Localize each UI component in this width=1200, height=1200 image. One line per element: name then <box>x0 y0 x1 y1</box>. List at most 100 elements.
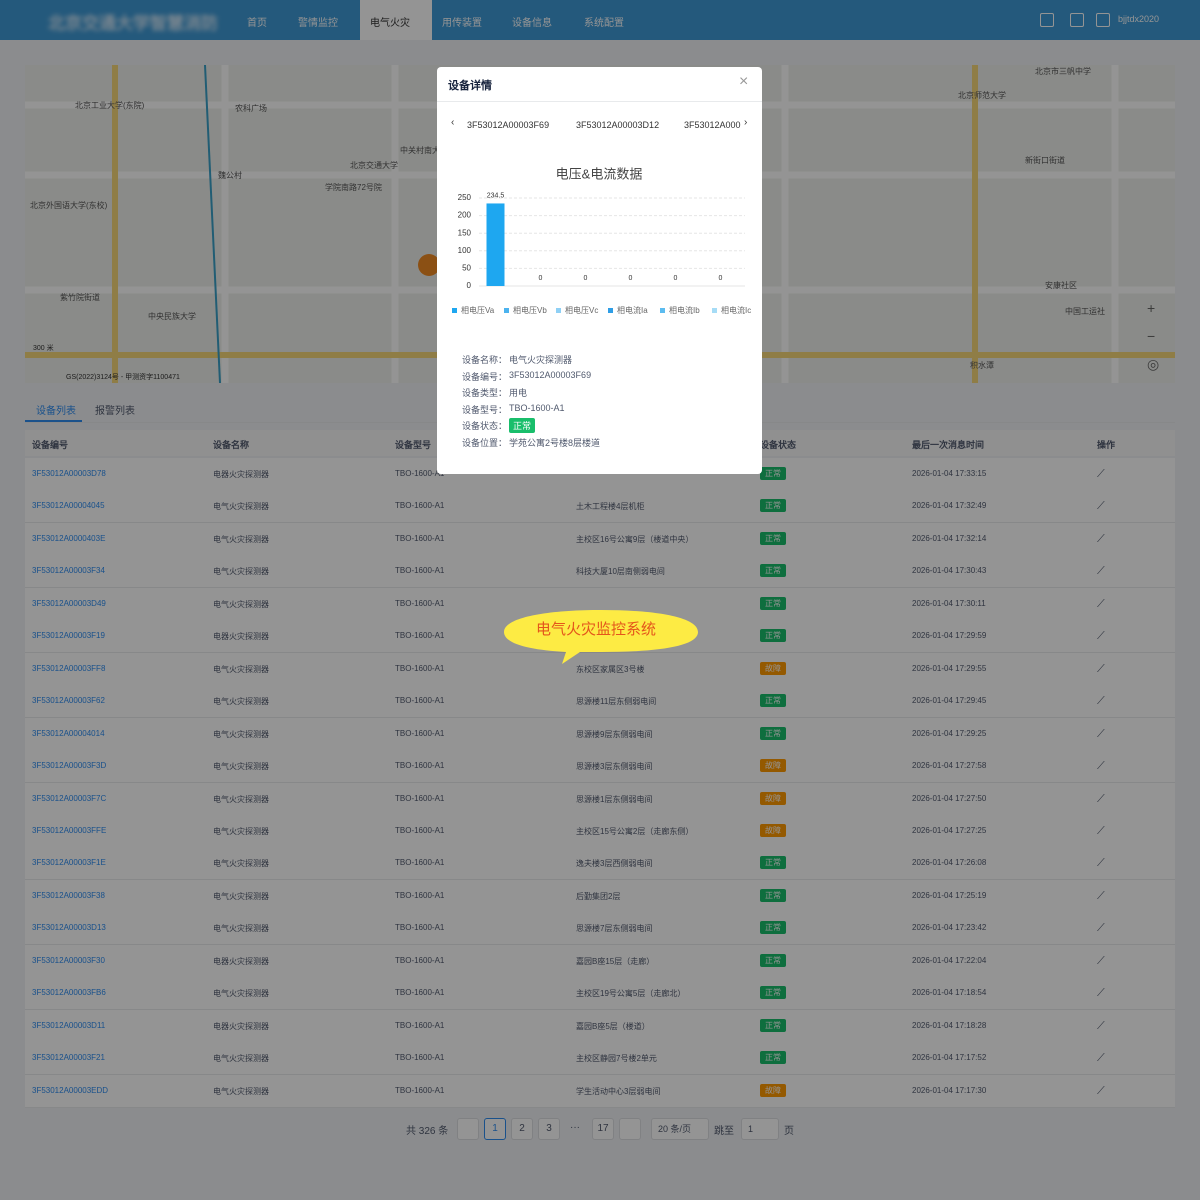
device-id-link[interactable]: 3F53012A00003D78 <box>32 469 106 478</box>
tab[interactable]: 报警列表 <box>95 406 135 417</box>
status-badge: 正常 <box>760 888 786 902</box>
nav-item[interactable]: 系统配置 <box>584 18 624 29</box>
nav-item[interactable]: 电气火灾 <box>370 18 410 29</box>
chart-action-icon[interactable]: ⟋ <box>1097 468 1105 480</box>
value-label: 0 <box>584 275 588 282</box>
device-tab[interactable]: 3F53012A000 <box>684 120 741 130</box>
page-prev[interactable] <box>457 1118 479 1140</box>
map-control[interactable]: − <box>1147 328 1156 344</box>
chart-action-icon[interactable]: ⟋ <box>1097 792 1105 805</box>
map-label: 中央民族大学 <box>148 312 196 321</box>
page-size[interactable]: 20 条/页 <box>651 1118 709 1140</box>
header-icon[interactable] <box>1040 13 1054 27</box>
device-id-link[interactable]: 3F53012A00003F3D <box>32 761 107 771</box>
device-id-link[interactable]: 3F53012A00003F62 <box>32 696 105 706</box>
close-button[interactable]: × <box>739 73 749 90</box>
device-id-link[interactable]: 3F53012A00003FFE <box>32 825 107 835</box>
nav-item[interactable]: 警情监控 <box>298 18 338 29</box>
chart-action-icon[interactable]: ⟋ <box>1097 532 1105 545</box>
page-button[interactable]: ··· <box>570 1122 580 1133</box>
cell: TBO-1600-A1 <box>395 663 445 673</box>
column-header: 设备编号 <box>32 440 69 450</box>
nav-item[interactable]: 设备信息 <box>512 18 552 29</box>
chart-action-icon[interactable]: ⟋ <box>1097 565 1105 578</box>
nav-item[interactable]: 用传装置 <box>442 18 482 29</box>
device-id-link[interactable]: 3F53012A00003F34 <box>32 566 105 576</box>
map-marker[interactable] <box>418 254 440 276</box>
chart-action-icon[interactable]: ⟋ <box>1097 1019 1105 1032</box>
device-id-link[interactable]: 3F53012A00003D11 <box>32 1020 106 1030</box>
chart-action-icon[interactable]: ⟋ <box>1097 727 1105 740</box>
user-name[interactable]: bjjtdx2020 <box>1118 14 1160 24</box>
device-id-link[interactable]: 3F53012A00003F7C <box>32 793 107 803</box>
page-button[interactable]: 1 <box>484 1118 506 1140</box>
device-id-link[interactable]: 3F53012A00003FF8 <box>32 663 106 673</box>
chart-action-icon[interactable]: ⟋ <box>1097 662 1105 675</box>
device-id-link[interactable]: 3F53012A00003EDD <box>32 1085 109 1095</box>
jump-input[interactable]: 1 <box>741 1118 779 1140</box>
device-id-link[interactable]: 3F53012A00004045 <box>32 501 105 511</box>
device-id-link[interactable]: 3F53012A00003F38 <box>32 890 105 900</box>
cell: 2026-01-04 17:29:45 <box>912 696 987 706</box>
cell: 2026-01-04 17:25:19 <box>912 890 987 900</box>
tab-next[interactable]: › <box>744 117 748 128</box>
chart-action-icon[interactable]: ⟋ <box>1097 824 1105 837</box>
chart-action-icon[interactable]: ⟋ <box>1097 500 1105 513</box>
device-tab[interactable]: 3F53012A00003F69 <box>467 120 550 130</box>
chart-action-icon[interactable]: ⟋ <box>1097 760 1105 773</box>
detail-value: 正常 <box>509 418 536 433</box>
tab-prev[interactable]: ‹ <box>451 117 455 128</box>
legend-swatch <box>556 308 561 313</box>
cell: 2026-01-04 17:27:50 <box>912 793 987 803</box>
chart-action-icon[interactable]: ⟋ <box>1097 1052 1105 1065</box>
nav-item[interactable]: 首页 <box>247 18 267 29</box>
chart-action-icon[interactable]: ⟋ <box>1097 857 1105 870</box>
chart-action-icon[interactable]: ⟋ <box>1097 695 1105 708</box>
device-id-link[interactable]: 3F53012A00004014 <box>32 728 105 738</box>
map-scale: 300 米 <box>33 345 54 352</box>
tab[interactable]: 设备列表 <box>36 406 76 417</box>
detail-value: 电气火灾探测器 <box>509 355 573 365</box>
cell: 电气火灾探测器 <box>213 567 269 577</box>
chart-action-icon[interactable]: ⟋ <box>1097 1084 1105 1097</box>
map-label: 学院南路72号院 <box>325 183 382 192</box>
chart-action-icon[interactable]: ⟋ <box>1097 630 1105 643</box>
device-id-link[interactable]: 3F53012A00003D13 <box>32 923 106 933</box>
header-icon[interactable] <box>1070 13 1084 27</box>
map-label: 魏公村 <box>218 171 242 180</box>
page-button[interactable]: 17 <box>592 1118 614 1140</box>
chart-action-icon[interactable]: ⟋ <box>1097 889 1105 902</box>
map-control[interactable]: ◎ <box>1147 356 1160 372</box>
device-tab[interactable]: 3F53012A00003D12 <box>576 120 660 130</box>
cell: TBO-1600-A1 <box>395 858 445 868</box>
page-button[interactable]: 2 <box>511 1118 533 1140</box>
map-control[interactable]: + <box>1147 300 1156 316</box>
cell: 嘉园B座15层（走廊） <box>576 956 655 966</box>
chart-action-icon[interactable]: ⟋ <box>1097 987 1105 1000</box>
device-id-link[interactable]: 3F53012A00003FB6 <box>32 988 106 998</box>
device-id-link[interactable]: 3F53012A00003F30 <box>32 955 105 965</box>
site-title: 北京交通大学智慧消防 <box>48 14 218 33</box>
device-id-link[interactable]: 3F53012A00003F1E <box>32 858 106 868</box>
cell: TBO-1600-A1 <box>395 923 445 933</box>
chart-action-icon[interactable]: ⟋ <box>1097 954 1105 967</box>
cell: 思源楼9层东侧弱电间 <box>576 729 653 739</box>
y-tick-label: 200 <box>458 211 472 220</box>
chart-action-icon[interactable]: ⟋ <box>1097 597 1105 610</box>
chart-title: 电压&电流数据 <box>556 166 643 181</box>
chart-action-icon[interactable]: ⟋ <box>1097 922 1105 935</box>
cell: TBO-1600-A1 <box>395 825 445 835</box>
device-id-link[interactable]: 3F53012A00003F21 <box>32 1053 105 1063</box>
status-badge: 正常 <box>760 694 786 708</box>
device-id-link[interactable]: 3F53012A00003F19 <box>32 631 105 641</box>
status-badge: 故障 <box>760 823 786 837</box>
page-button[interactable]: 3 <box>538 1118 560 1140</box>
device-id-link[interactable]: 3F53012A0000403E <box>32 533 106 543</box>
status-badge: 正常 <box>760 953 786 967</box>
device-id-link[interactable]: 3F53012A00003D49 <box>32 598 106 608</box>
page-next[interactable] <box>619 1118 641 1140</box>
legend-label: 相电流Ia <box>617 305 648 315</box>
cell: 2026-01-04 17:29:59 <box>912 631 987 641</box>
jump-label: 跳至 <box>714 1126 734 1137</box>
header-icon[interactable] <box>1096 13 1110 27</box>
